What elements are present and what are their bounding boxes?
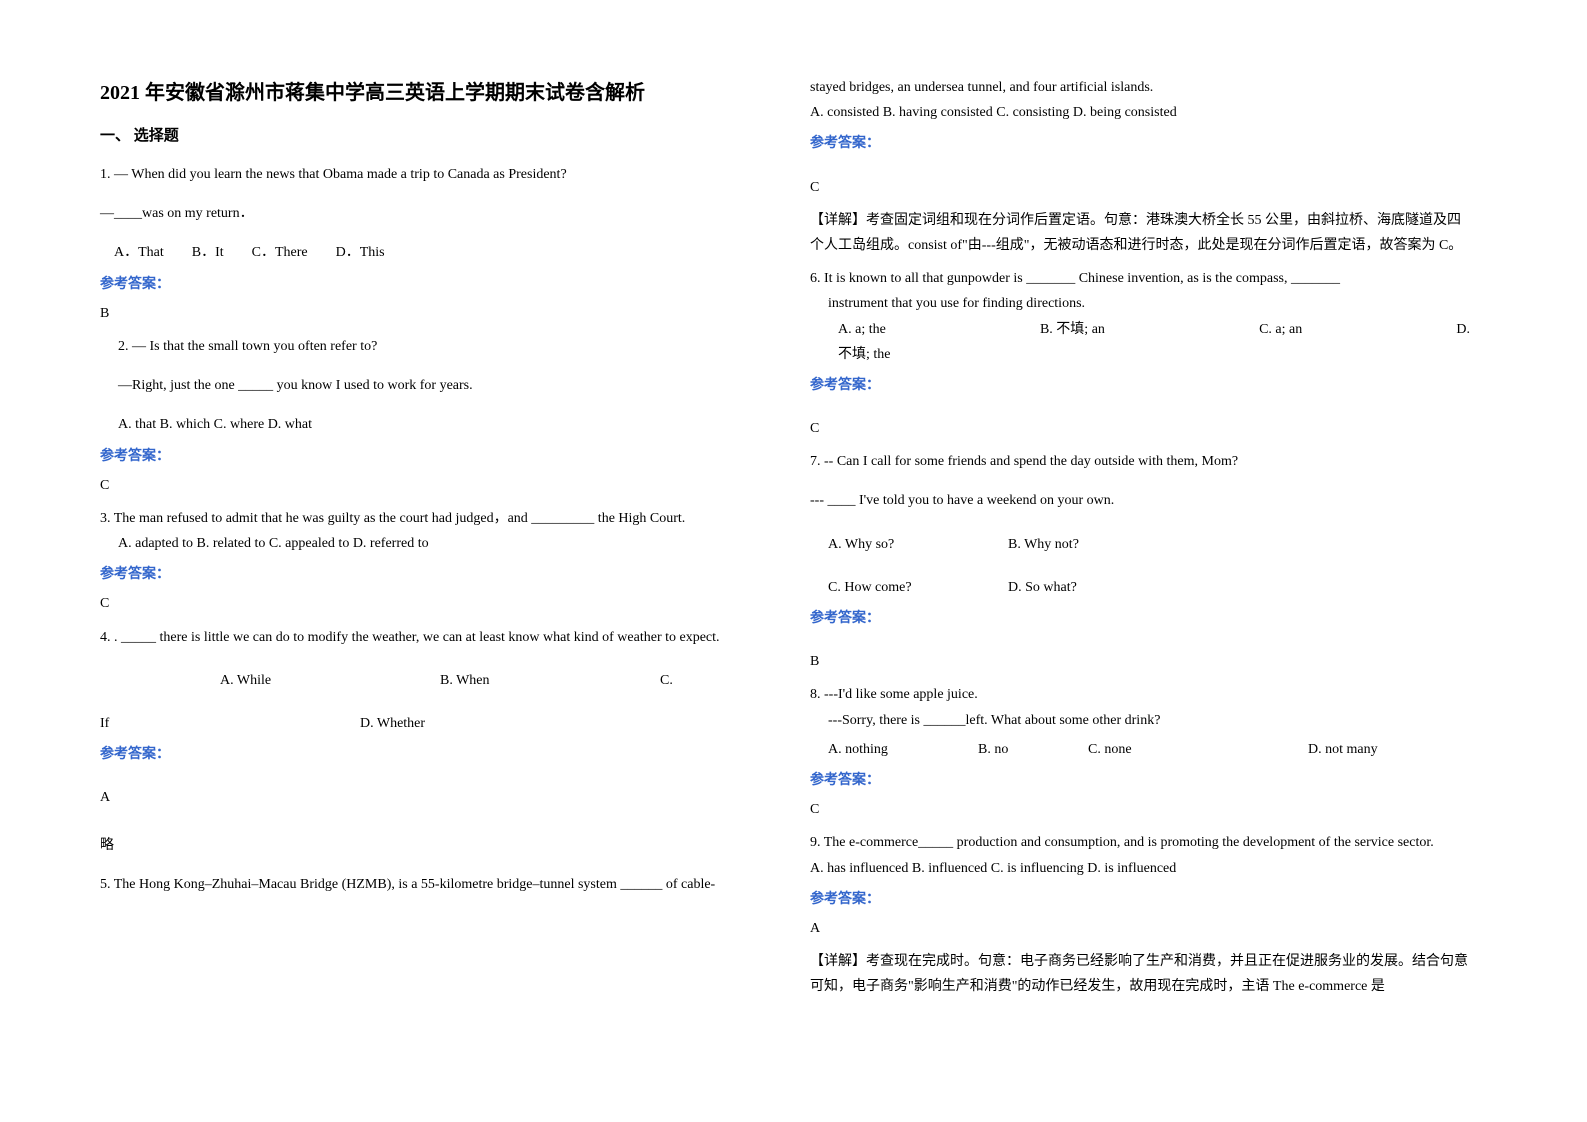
question-5-cont: stayed bridges, an undersea tunnel, and …: [810, 75, 1470, 125]
question-4: 4. . _____ there is little we can do to …: [100, 625, 760, 737]
q3-line1: 3. The man refused to admit that he was …: [100, 506, 760, 531]
q4-line1: 4. . _____ there is little we can do to …: [100, 625, 760, 650]
q1-line2: —____was on my return．: [100, 201, 760, 226]
q4-answer: A: [100, 785, 760, 810]
left-column: 2021 年安徽省滁州市蒋集中学高三英语上学期期末试卷含解析 一、 选择题 1.…: [100, 75, 760, 1007]
answer-key-label: 参考答案：: [810, 887, 1470, 912]
q8-opt-d: D. not many: [1308, 737, 1378, 762]
q8-answer: C: [810, 797, 1470, 822]
q7-line2: --- ____ I've told you to have a weekend…: [810, 488, 1470, 513]
question-8: 8. ---I'd like some apple juice. ---Sorr…: [810, 682, 1470, 762]
q6-opt-a: A. a; the: [838, 317, 886, 342]
q8-line2: ---Sorry, there is ______left. What abou…: [828, 708, 1470, 733]
q5-line1: 5. The Hong Kong–Zhuhai–Macau Bridge (HZ…: [100, 872, 760, 897]
section-header: 一、 选择题: [100, 123, 760, 150]
answer-key-label: 参考答案：: [100, 562, 760, 587]
q9-answer: A: [810, 916, 1470, 941]
q4-opt-c: C.: [660, 668, 673, 693]
question-2: 2. — Is that the small town you often re…: [100, 334, 760, 438]
q5-answer: C: [810, 175, 1470, 200]
q1-line1: 1. — When did you learn the news that Ob…: [100, 162, 760, 187]
q9-line1: 9. The e-commerce_____ production and co…: [810, 830, 1470, 855]
q5-explain: 【详解】考查固定词组和现在分词作后置定语。句意：港珠澳大桥全长 55 公里，由斜…: [810, 208, 1470, 258]
q8-opt-c: C. none: [1088, 737, 1308, 762]
q8-opt-a: A. nothing: [828, 737, 978, 762]
q1-options: A．That B．It C．There D．This: [100, 240, 760, 265]
q7-opt-c: C. How come?: [828, 575, 1008, 600]
right-column: stayed bridges, an undersea tunnel, and …: [810, 75, 1470, 1007]
q4-opt-a: A. While: [220, 668, 440, 693]
answer-key-label: 参考答案：: [810, 131, 1470, 156]
q5-line2: stayed bridges, an undersea tunnel, and …: [810, 75, 1470, 100]
q7-opt-d: D. So what?: [1008, 575, 1077, 600]
answer-key-label: 参考答案：: [810, 373, 1470, 398]
answer-key-label: 参考答案：: [100, 742, 760, 767]
q6-opt-d2: 不填; the: [838, 342, 1470, 367]
answer-key-label: 参考答案：: [810, 606, 1470, 631]
q6-line2: instrument that you use for finding dire…: [828, 291, 1470, 316]
q6-answer: C: [810, 416, 1470, 441]
q7-opt-a: A. Why so?: [828, 532, 1008, 557]
question-3: 3. The man refused to admit that he was …: [100, 506, 760, 556]
question-9: 9. The e-commerce_____ production and co…: [810, 830, 1470, 880]
question-1: 1. — When did you learn the news that Ob…: [100, 162, 760, 266]
answer-key-label: 参考答案：: [810, 768, 1470, 793]
q2-line2: —Right, just the one _____ you know I us…: [118, 373, 760, 398]
q3-answer: C: [100, 591, 760, 616]
q9-explain: 【详解】考查现在完成时。句意：电子商务已经影响了生产和消费，并且正在促进服务业的…: [810, 949, 1470, 999]
q2-answer: C: [100, 473, 760, 498]
q8-opt-b: B. no: [978, 737, 1088, 762]
question-7: 7. -- Can I call for some friends and sp…: [810, 449, 1470, 600]
q4-opt-d: D. Whether: [360, 711, 425, 736]
question-6: 6. It is known to all that gunpowder is …: [810, 266, 1470, 367]
q3-options: A. adapted to B. related to C. appealed …: [118, 531, 760, 556]
q6-line1: 6. It is known to all that gunpowder is …: [810, 266, 1470, 291]
q4-opt-if: If: [100, 711, 360, 736]
q2-options: A. that B. which C. where D. what: [118, 412, 760, 437]
page-container: 2021 年安徽省滁州市蒋集中学高三英语上学期期末试卷含解析 一、 选择题 1.…: [100, 75, 1487, 1007]
question-5-start: 5. The Hong Kong–Zhuhai–Macau Bridge (HZ…: [100, 872, 760, 897]
q1-answer: B: [100, 301, 760, 326]
answer-key-label: 参考答案：: [100, 272, 760, 297]
q6-opt-d: D.: [1456, 317, 1470, 342]
q4-note: 略: [100, 833, 760, 858]
q7-line1: 7. -- Can I call for some friends and sp…: [810, 449, 1470, 474]
q7-opt-b: B. Why not?: [1008, 532, 1079, 557]
q7-answer: B: [810, 649, 1470, 674]
q4-opt-b: B. When: [440, 668, 660, 693]
answer-key-label: 参考答案：: [100, 444, 760, 469]
q8-line1: 8. ---I'd like some apple juice.: [810, 682, 1470, 707]
q6-opt-b: B. 不填; an: [1040, 317, 1105, 342]
q6-opt-c: C. a; an: [1259, 317, 1302, 342]
page-title: 2021 年安徽省滁州市蒋集中学高三英语上学期期末试卷含解析: [100, 75, 760, 111]
q5-options: A. consisted B. having consisted C. cons…: [810, 100, 1470, 125]
q9-options: A. has influenced B. influenced C. is in…: [810, 856, 1470, 881]
q2-line1: 2. — Is that the small town you often re…: [118, 334, 760, 359]
